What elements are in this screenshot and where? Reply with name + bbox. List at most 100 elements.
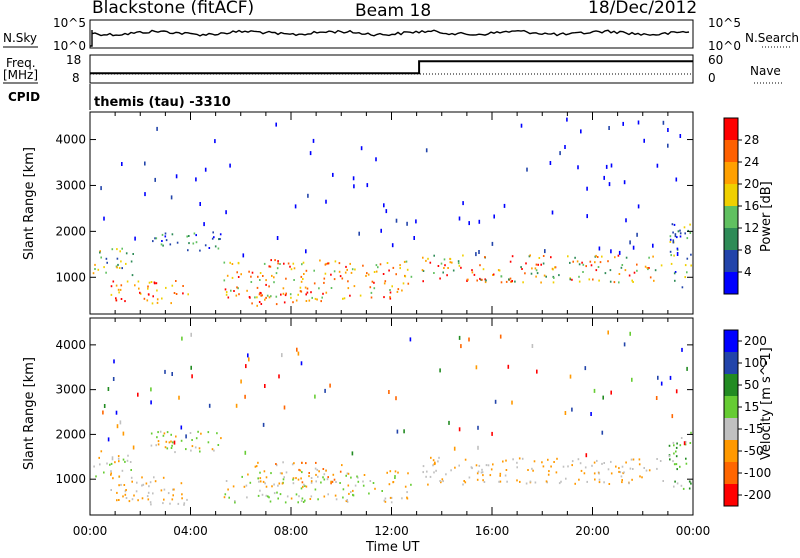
heatmap-cell (365, 274, 367, 277)
heatmap-cell (516, 466, 518, 469)
heatmap-cell (120, 284, 123, 287)
heatmap-cell (308, 475, 310, 478)
heatmap-cell (467, 278, 469, 281)
heatmap-cell (267, 495, 269, 498)
heatmap-cell (388, 269, 390, 272)
heatmap-cell (404, 485, 407, 488)
heatmap-cell (498, 480, 500, 483)
colorbar-swatch (724, 162, 738, 185)
heatmap-cell (192, 242, 195, 245)
heatmap-cell (171, 284, 174, 287)
heatmap-cell (298, 495, 300, 498)
heatmap-cell (170, 195, 173, 200)
heatmap-cell (623, 342, 626, 347)
heatmap-cell (164, 235, 167, 238)
heatmap-cell (125, 252, 128, 255)
heatmap-cell (383, 296, 385, 299)
heatmap-cell (434, 461, 436, 464)
heatmap-cell (492, 463, 494, 466)
heatmap-cell (529, 480, 532, 483)
heatmap-cell (608, 126, 610, 130)
heatmap-cell (629, 240, 631, 245)
heatmap-cell (497, 269, 500, 272)
heatmap-cell (254, 465, 257, 468)
heatmap-cell (499, 472, 502, 475)
heatmap-cell (294, 204, 297, 209)
heatmap-cell (675, 450, 677, 453)
heatmap-cell (427, 257, 429, 260)
heatmap-cell (521, 268, 523, 270)
heatmap-cell (106, 462, 108, 465)
heatmap-cell (284, 294, 287, 297)
heatmap-cell (679, 444, 682, 447)
heatmap-cell (643, 138, 645, 143)
heatmap-cell (577, 458, 580, 461)
heatmap-cell (172, 488, 174, 491)
heatmap-cell (643, 467, 645, 469)
heatmap-cell (247, 473, 249, 476)
heatmap-cell (516, 461, 518, 464)
heatmap-cell (286, 495, 289, 498)
heatmap-cell (120, 260, 122, 263)
heatmap-cell (610, 249, 612, 254)
heatmap-cell (370, 296, 373, 299)
heatmap-cell (168, 441, 171, 444)
heatmap-cell (670, 254, 672, 257)
heatmap-cell (535, 269, 538, 272)
heatmap-cell (109, 463, 111, 466)
colorbar-swatch (724, 118, 738, 141)
heatmap-cell (314, 394, 316, 399)
heatmap-cell (103, 471, 105, 474)
heatmap-cell (373, 281, 375, 284)
heatmap-cell (310, 477, 313, 479)
heatmap-cell (502, 460, 504, 463)
heatmap-cell (671, 414, 674, 419)
heatmap-cell (384, 497, 387, 500)
heatmap-cell (413, 236, 415, 240)
heatmap-cell (429, 261, 432, 264)
heatmap-cell (686, 237, 689, 240)
heatmap-cell (534, 481, 537, 484)
heatmap-cell (308, 472, 310, 474)
heatmap-cell (268, 285, 270, 288)
heatmap-cell (362, 264, 364, 267)
heatmap-cell (349, 294, 351, 297)
velocity-colorbar: 200 100 50 15 -15 -50 -100 -200 (723, 329, 771, 507)
heatmap-cell (375, 157, 377, 162)
heatmap-cell (389, 496, 392, 499)
heatmap-cell (259, 279, 261, 281)
power-ylabel: Slant Range [km] (22, 147, 37, 260)
heatmap-cell (237, 276, 240, 278)
heatmap-cell (389, 289, 391, 291)
heatmap-cell (165, 440, 168, 443)
heatmap-cell (217, 247, 220, 250)
heatmap-cell (540, 281, 542, 284)
heatmap-cell (531, 467, 533, 470)
heatmap-cell (110, 470, 112, 473)
heatmap-cell (150, 432, 153, 435)
heatmap-cell (97, 268, 100, 271)
heatmap-cell (537, 263, 539, 266)
heatmap-cell (499, 334, 502, 339)
heatmap-cell (115, 410, 118, 415)
heatmap-cell (175, 435, 177, 438)
heatmap-cell (675, 177, 678, 182)
heatmap-cell (155, 282, 158, 285)
heatmap-cell (679, 465, 681, 468)
heatmap-cell (227, 488, 229, 491)
heatmap-cell (198, 447, 201, 450)
heatmap-cell (673, 463, 676, 466)
heatmap-cell (438, 456, 440, 459)
heatmap-cell (281, 472, 283, 475)
heatmap-cell (138, 287, 140, 290)
heatmap-cell (171, 444, 173, 447)
heatmap-cell (511, 400, 513, 405)
heatmap-cell (273, 276, 275, 279)
power-colorbar: 4 8 12 16 20 24 28 (723, 117, 759, 295)
heatmap-cell (160, 489, 163, 492)
heatmap-cell (139, 291, 141, 294)
heatmap-cell (574, 256, 576, 259)
heatmap-cell (153, 476, 155, 479)
colorbar-tick-label: 100 (744, 356, 767, 370)
heatmap-cell (317, 475, 319, 478)
